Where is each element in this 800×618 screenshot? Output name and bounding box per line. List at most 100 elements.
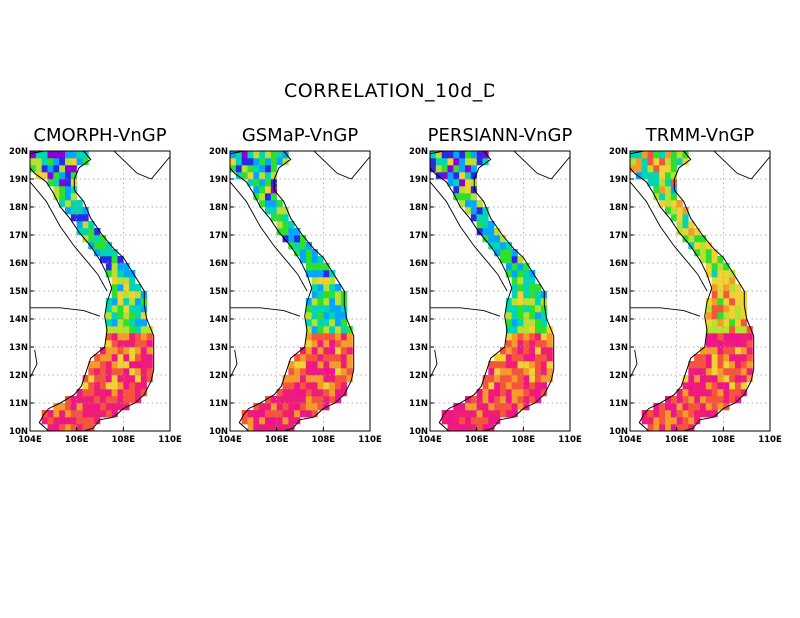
grid-cell [500, 361, 507, 369]
grid-cell [700, 347, 707, 355]
grid-cell [117, 284, 124, 292]
grid-cell [711, 319, 718, 327]
grid-cell [647, 417, 654, 425]
grid-cell [453, 172, 460, 180]
grid-cell [247, 165, 254, 173]
grid-cell [705, 305, 712, 313]
grid-cell [88, 403, 95, 411]
grid-cell [323, 312, 330, 320]
grid-cell [100, 410, 107, 418]
grid-cell [100, 256, 107, 264]
grid-cell [323, 319, 330, 327]
grid-cell [511, 333, 518, 341]
graticule [630, 151, 770, 431]
grid-cell [711, 361, 718, 369]
grid-cell [717, 389, 724, 397]
grid-cell [488, 403, 495, 411]
grid-cell [511, 382, 518, 390]
grid-cell [35, 158, 42, 166]
grid-cell [59, 172, 66, 180]
grid-cell [688, 396, 695, 404]
grid-cell [488, 242, 495, 250]
grid-cell [76, 389, 83, 397]
grid-cell [59, 151, 66, 159]
grid-cell [505, 270, 512, 278]
grid-cell [546, 361, 553, 369]
grid-cell [76, 214, 83, 222]
grid-cell [323, 263, 330, 271]
grid-cell [65, 207, 72, 215]
grid-cell [111, 326, 118, 334]
grid-cell [65, 403, 72, 411]
grid-cell [59, 200, 66, 208]
grid-cell [135, 347, 142, 355]
grid-cell [82, 158, 89, 166]
grid-cell [94, 417, 101, 425]
grid-cell [105, 354, 112, 362]
grid-cell [140, 319, 147, 327]
country-border [30, 349, 38, 379]
grid-cell [76, 410, 83, 418]
grid-cell [288, 410, 295, 418]
grid-cell [540, 305, 547, 313]
grid-cell [247, 172, 254, 180]
grid-cell [665, 179, 672, 187]
grid-cell [47, 417, 54, 425]
country-border [430, 307, 501, 317]
grid-cell [729, 270, 736, 278]
country-border [230, 307, 301, 317]
grid-cell [500, 410, 507, 418]
grid-cell [511, 284, 518, 292]
grid-cell [517, 340, 524, 348]
grid-cell [723, 333, 730, 341]
grid-cell [740, 375, 747, 383]
grid-cell [111, 403, 118, 411]
lat-label: 15N [209, 287, 228, 297]
grid-cell [523, 340, 530, 348]
grid-cell [511, 291, 518, 299]
map-panel: PERSIANN-VnGP 10N 11N 12N 13N 14N 15N 16N 17N 18N… [409, 125, 582, 445]
grid-cell [453, 410, 460, 418]
lat-label: 20N [609, 147, 628, 157]
grid-cell [117, 298, 124, 306]
grid-cell [511, 354, 518, 362]
grid-cell [100, 347, 107, 355]
grid-cell [505, 403, 512, 411]
grid-cell [65, 179, 72, 187]
grid-cell [123, 382, 130, 390]
grid-cell [705, 312, 712, 320]
grid-cell [653, 158, 660, 166]
grid-cell [705, 354, 712, 362]
grid-cell [535, 340, 542, 348]
panel-title: GSMaP-VnGP [242, 125, 359, 146]
grid-cell [311, 319, 318, 327]
grid-cell [494, 382, 501, 390]
grid-cell [105, 410, 112, 418]
grid-cell [65, 424, 72, 431]
grid-cell [523, 326, 530, 334]
grid-cell [294, 375, 301, 383]
grid-cell [311, 263, 318, 271]
grid-cell [711, 256, 718, 264]
grid-cell [659, 151, 666, 159]
grid-cell [288, 417, 295, 425]
grid-cell [317, 270, 324, 278]
lat-label: 13N [409, 343, 428, 353]
grid-cell [282, 396, 289, 404]
grid-cell [117, 319, 124, 327]
grid-cell [517, 319, 524, 327]
grid-cell [111, 298, 118, 306]
grid-cell [705, 410, 712, 418]
grid-cell [305, 270, 312, 278]
grid-cell [694, 396, 701, 404]
grid-cell [682, 214, 689, 222]
grid-cell [311, 333, 318, 341]
grid-cell [465, 193, 472, 201]
grid-cell [65, 417, 72, 425]
grid-cell [729, 319, 736, 327]
grid-cell [694, 354, 701, 362]
grid-cell [241, 165, 248, 173]
grid-cell [300, 242, 307, 250]
grid-cell [270, 417, 277, 425]
grid-cell [47, 165, 54, 173]
